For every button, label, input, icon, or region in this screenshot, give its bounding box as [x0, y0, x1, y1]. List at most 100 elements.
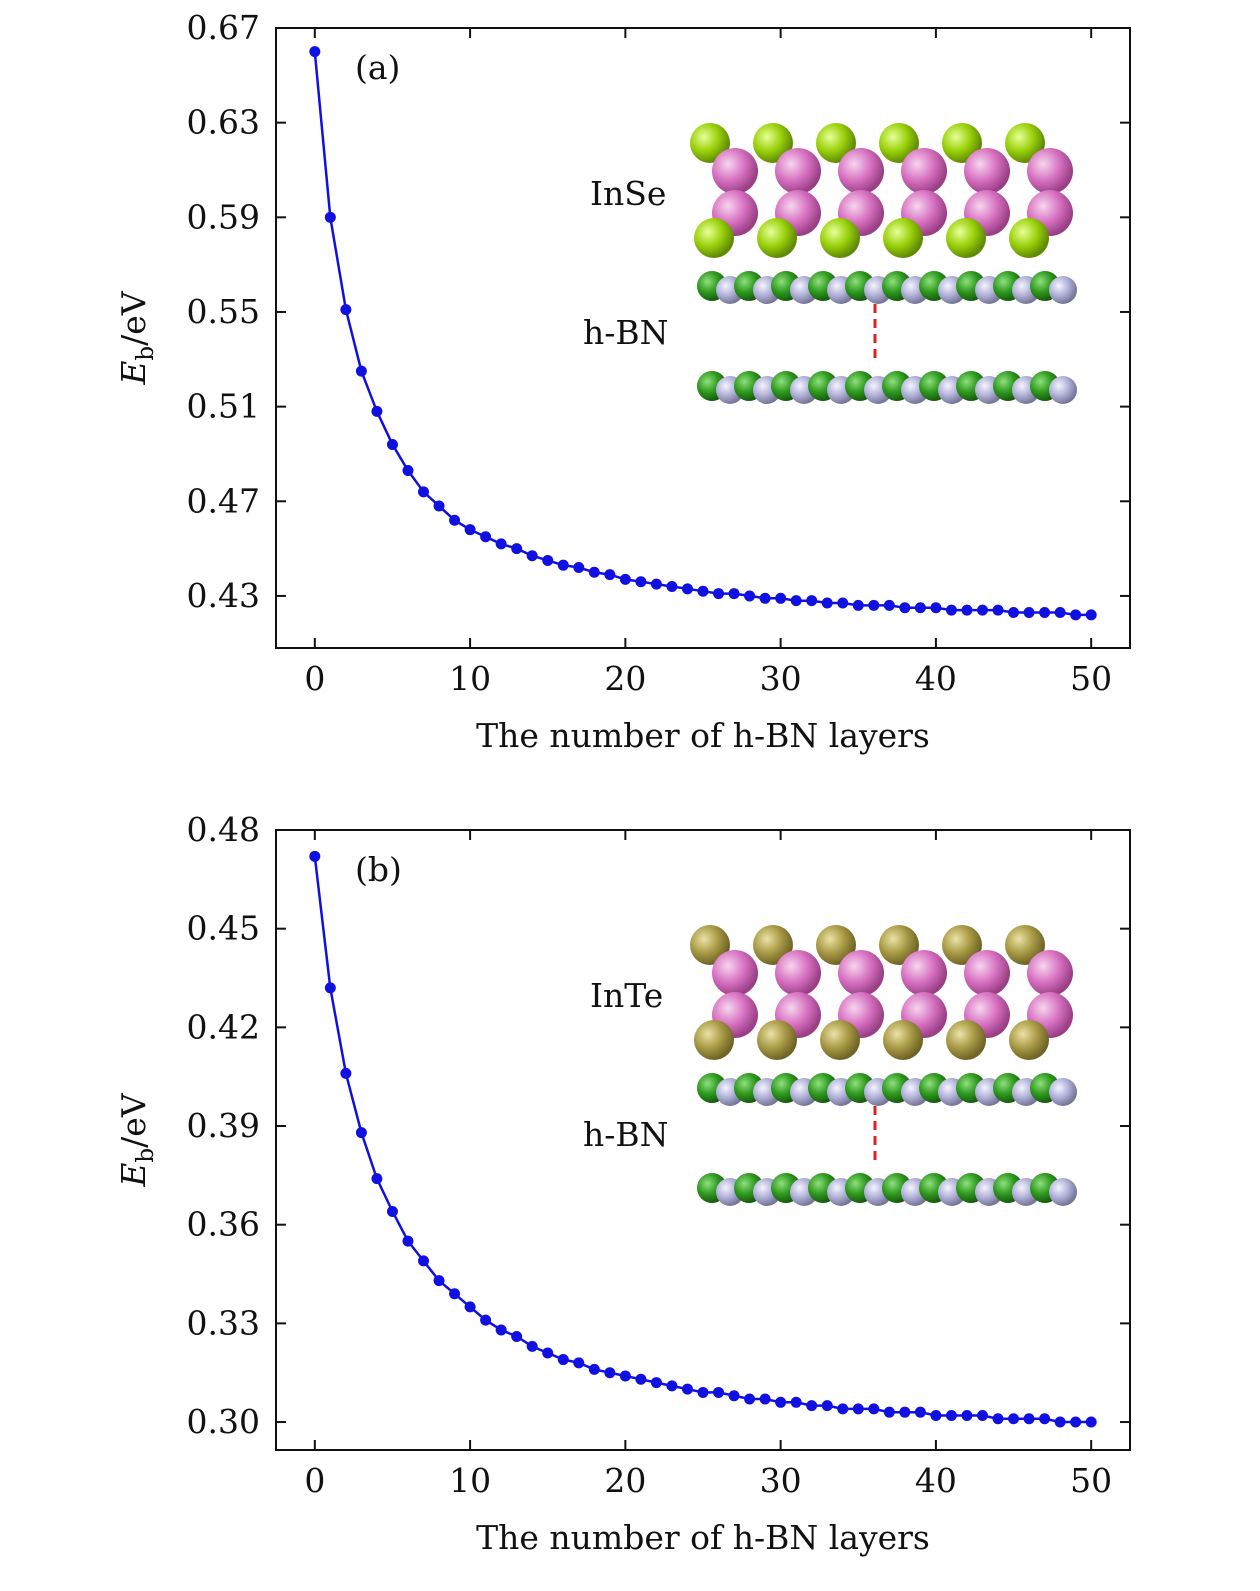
chalcogen-atom — [820, 1020, 860, 1060]
data-point — [992, 1413, 1004, 1425]
data-point — [464, 524, 476, 536]
indium-atom — [775, 148, 821, 194]
data-point — [402, 465, 414, 477]
indium-atom — [964, 950, 1010, 996]
chalcogen-atom — [883, 218, 923, 258]
data-point — [418, 486, 430, 498]
tick-labels: 0 10 20 30 40 50 0.30 0.33 0.36 0.39 0.42 0.45 0.48 — [187, 810, 1113, 1500]
chalcogen-atom — [879, 925, 919, 965]
panel-label: (b) — [355, 850, 402, 889]
data-point — [961, 604, 973, 616]
data-point — [744, 1393, 756, 1405]
data-point — [309, 850, 321, 862]
y-axis-label: Eb/eV — [114, 290, 159, 385]
y-tick-label: 0.33 — [187, 1303, 260, 1342]
data-point — [914, 1406, 926, 1418]
data-point — [542, 1347, 554, 1359]
y-tick-label: 0.42 — [187, 1007, 260, 1046]
data-point — [852, 1403, 864, 1415]
x-tick-label: 50 — [1070, 659, 1112, 698]
crystal-inset — [690, 925, 1077, 1206]
data-point — [976, 1409, 988, 1421]
data-point — [806, 1400, 818, 1412]
panel-b: 0 10 20 30 40 500.300.330.360.390.420.450.48 … — [114, 810, 1131, 1557]
chalcogen-atom — [946, 1020, 986, 1060]
y-axis-label-sub: b — [133, 346, 159, 361]
y-tick-label: 0.51 — [187, 387, 260, 426]
y-tick-label: 0.36 — [187, 1205, 260, 1244]
data-point — [1039, 1413, 1051, 1425]
y-tick-label: 0.67 — [187, 8, 260, 47]
data-point — [588, 566, 600, 578]
inset-label-bottom: h-BN — [583, 1115, 669, 1154]
y-tick-label: 0.39 — [187, 1106, 260, 1145]
chalcogen-atom — [946, 218, 986, 258]
chalcogen-atom — [694, 1020, 734, 1060]
data-point — [309, 46, 321, 58]
data-point — [650, 1377, 662, 1389]
data-point — [324, 982, 336, 994]
chalcogen-atom — [753, 925, 793, 965]
data-point — [868, 1403, 880, 1415]
data-point — [728, 1390, 740, 1402]
data-point — [681, 1383, 693, 1395]
indium-atom — [1027, 148, 1073, 194]
indium-atom — [838, 950, 884, 996]
data-point — [821, 1400, 833, 1412]
x-tick-label: 40 — [915, 659, 957, 698]
x-tick-label: 0 — [304, 659, 325, 698]
data-point — [355, 1127, 367, 1139]
data-point — [775, 592, 787, 604]
data-point — [697, 1386, 709, 1398]
data-point — [992, 604, 1004, 616]
y-tick-label: 0.47 — [187, 481, 260, 520]
indium-atom — [901, 148, 947, 194]
data-point — [899, 602, 911, 614]
data-point — [418, 1255, 430, 1267]
data-point — [449, 514, 461, 526]
data-point — [402, 1235, 414, 1247]
data-point — [480, 531, 492, 543]
data-point — [449, 1288, 461, 1300]
chalcogen-atom — [883, 1020, 923, 1060]
nitrogen-atom — [1049, 276, 1077, 304]
data-point — [728, 588, 740, 600]
nitrogen-atom — [1049, 1178, 1077, 1206]
data-point — [526, 550, 538, 562]
data-point — [355, 365, 367, 377]
data-point — [511, 543, 523, 555]
tick-marks — [276, 829, 1130, 1450]
data-point — [744, 590, 756, 602]
chalcogen-atom — [1009, 1020, 1049, 1060]
data-point — [899, 1406, 911, 1418]
inset-label-bottom: h-BN — [583, 313, 669, 352]
chalcogen-atom — [1005, 123, 1045, 163]
chalcogen-atom — [690, 925, 730, 965]
data-point — [930, 602, 942, 614]
data-point — [790, 595, 802, 607]
y-tick-label: 0.55 — [187, 292, 260, 331]
data-point — [1085, 1416, 1097, 1428]
chalcogen-atom — [816, 123, 856, 163]
data-point — [573, 562, 585, 574]
tick-labels: 0 10 20 30 40 50 0.43 0.47 0.51 0.55 0.59 0.63 0.67 — [187, 8, 1113, 698]
data-point — [1085, 609, 1097, 621]
data-point — [775, 1396, 787, 1408]
y-axis-label-sub: b — [133, 1148, 159, 1163]
chalcogen-atom — [879, 123, 919, 163]
data-point — [619, 1370, 631, 1382]
data-point — [697, 585, 709, 597]
x-tick-label: 40 — [915, 1461, 957, 1500]
data-point — [588, 1363, 600, 1375]
indium-atom — [712, 950, 758, 996]
nitrogen-atom — [1049, 1078, 1077, 1106]
data-point — [961, 1409, 973, 1421]
data-points — [309, 850, 1097, 1428]
data-point — [713, 588, 725, 600]
x-tick-label: 30 — [760, 659, 802, 698]
data-point — [480, 1314, 492, 1326]
data-point — [666, 1380, 678, 1392]
y-tick-label: 0.30 — [187, 1402, 260, 1441]
y-axis-label-main: E — [114, 361, 153, 386]
